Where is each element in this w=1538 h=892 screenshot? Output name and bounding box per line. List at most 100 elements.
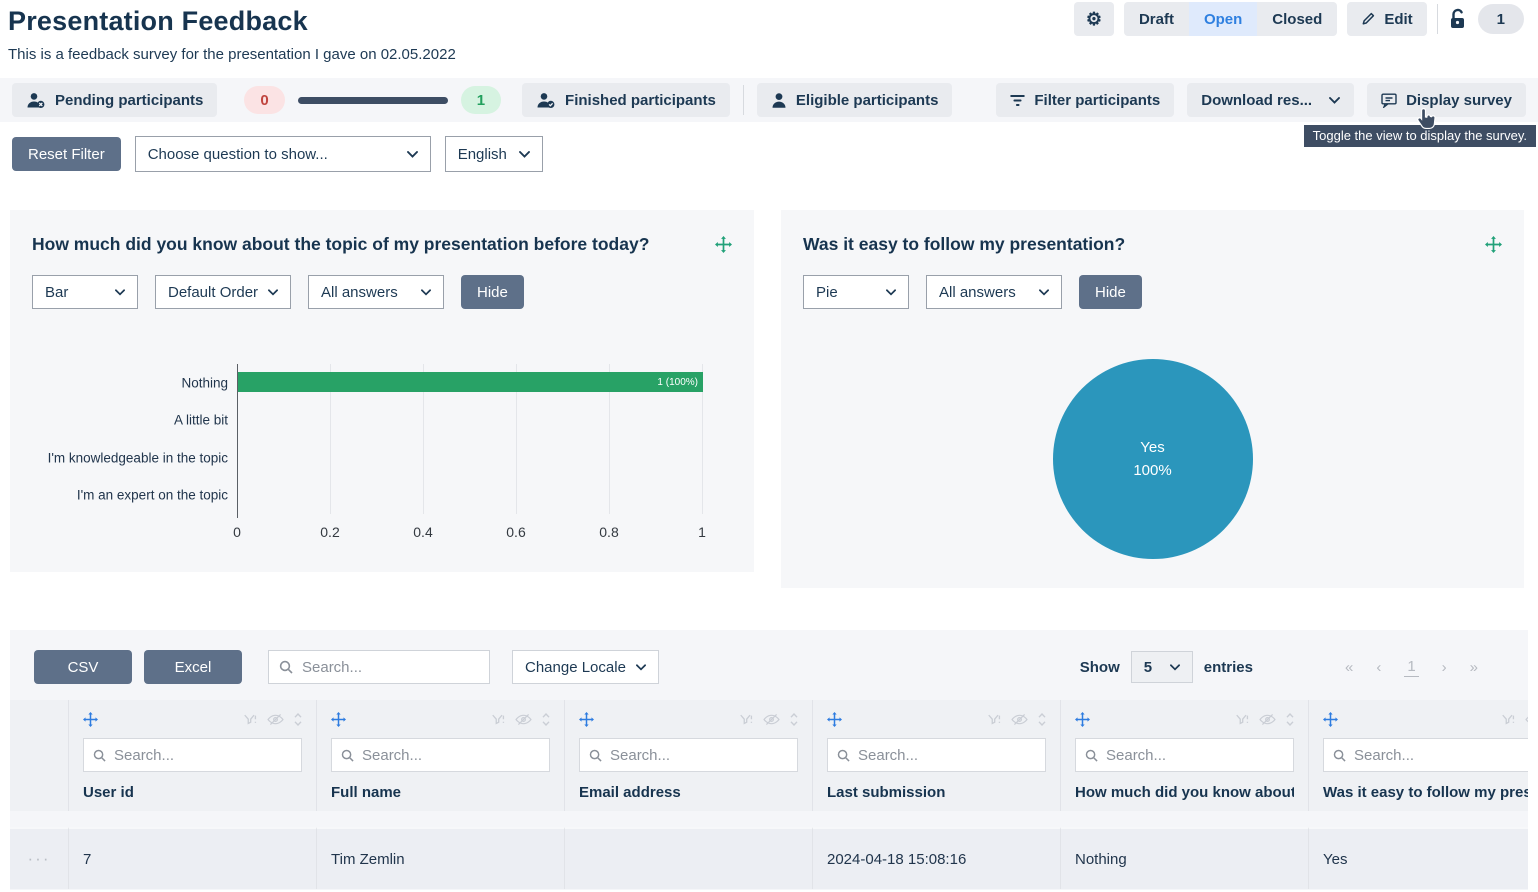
bar-value-label: 1 (100%) — [657, 376, 698, 388]
answers-select-value: All answers — [321, 283, 398, 301]
table-search-input[interactable] — [302, 658, 501, 676]
lock-open-icon[interactable] — [1448, 8, 1468, 30]
toolbar-divider — [742, 85, 744, 115]
column-move-icon[interactable] — [83, 711, 98, 727]
current-page[interactable]: 1 — [1404, 658, 1419, 677]
status-closed[interactable]: Closed — [1272, 10, 1323, 28]
filter-alert-icon[interactable] — [1501, 713, 1515, 726]
hide-column-icon[interactable] — [1525, 713, 1528, 726]
table-row[interactable]: ··· 7 Tim Zemlin 2024-04-18 15:08:16 Not… — [10, 827, 1528, 889]
answers-select[interactable]: All answers — [308, 275, 444, 309]
y-axis-line — [237, 364, 238, 518]
gridline — [423, 364, 424, 514]
column-move-icon[interactable] — [331, 711, 346, 727]
finished-participants-button[interactable]: Finished participants — [522, 83, 730, 117]
gridline — [330, 364, 331, 514]
category-label: I'm knowledgeable in the topic — [47, 450, 228, 466]
sort-column-icon[interactable] — [294, 712, 302, 726]
excel-export-button[interactable]: Excel — [144, 650, 242, 684]
edit-button[interactable]: Edit — [1347, 2, 1427, 36]
sort-column-icon[interactable] — [542, 712, 550, 726]
hide-chart-button[interactable]: Hide — [1079, 275, 1142, 309]
column-move-icon[interactable] — [579, 711, 594, 727]
column-move-icon[interactable] — [1075, 711, 1090, 727]
page-size-value: 5 — [1143, 658, 1153, 676]
filter-alert-icon[interactable] — [491, 713, 505, 726]
sort-column-icon[interactable] — [790, 712, 798, 726]
move-icon[interactable] — [1485, 236, 1502, 253]
download-responses-button[interactable]: Download res... — [1187, 83, 1355, 117]
hide-column-icon[interactable] — [763, 713, 780, 726]
participants-progress-bar — [297, 96, 448, 104]
search-icon — [837, 749, 850, 762]
eligible-participants-button[interactable]: Eligible participants — [756, 83, 953, 117]
display-survey-button[interactable]: Display survey — [1367, 83, 1526, 117]
row-actions-ellipsis[interactable]: ··· — [10, 827, 68, 889]
column-search-input[interactable] — [1354, 746, 1528, 764]
pending-participants-label: Pending participants — [55, 91, 204, 109]
pie-chart-title: Was it easy to follow my presentation? — [803, 234, 1126, 254]
move-icon[interactable] — [715, 236, 732, 253]
first-page-button[interactable]: « — [1344, 658, 1354, 676]
page-size-select[interactable]: 5 — [1130, 651, 1193, 683]
column-search-input[interactable] — [1106, 746, 1284, 764]
bar-row-knowledgeable: I'm knowledgeable in the topic — [48, 439, 702, 477]
category-label: A little bit — [173, 412, 228, 428]
category-label: Nothing — [181, 375, 228, 391]
sort-column-icon[interactable] — [1286, 712, 1294, 726]
entries-label: entries — [1203, 658, 1253, 676]
filter-participants-button[interactable]: Filter participants — [996, 83, 1175, 117]
hide-chart-button[interactable]: Hide — [461, 275, 524, 309]
pending-participants-button[interactable]: Pending participants — [12, 83, 218, 117]
column-search — [1323, 738, 1528, 772]
eligible-participants-label: Eligible participants — [795, 91, 939, 109]
bar-chart: Nothing 1 (100%) A little bit I'm knowle… — [32, 364, 706, 546]
chevron-down-icon — [268, 288, 279, 296]
x-tick: 0.8 — [599, 524, 619, 540]
question-select-value: Choose question to show... — [147, 145, 328, 163]
column-search-input[interactable] — [610, 746, 788, 764]
language-select[interactable]: English — [444, 136, 543, 172]
hide-column-icon[interactable] — [267, 713, 284, 726]
page-subtitle: This is a feedback survey for the presen… — [8, 46, 456, 63]
funnel-icon — [1010, 94, 1026, 107]
hide-column-icon[interactable] — [1011, 713, 1028, 726]
person-check-icon — [536, 92, 556, 109]
reset-filter-button[interactable]: Reset Filter — [12, 137, 121, 171]
change-locale-select[interactable]: Change Locale — [512, 650, 659, 684]
column-search-input[interactable] — [362, 746, 540, 764]
status-draft[interactable]: Draft — [1138, 10, 1174, 28]
column-title: Email address — [579, 784, 681, 801]
column-move-icon[interactable] — [1323, 711, 1338, 727]
last-page-button[interactable]: » — [1469, 658, 1478, 676]
chart-type-select[interactable]: Pie — [803, 275, 909, 309]
chevron-down-icon — [421, 288, 431, 296]
column-header-question-2: Was it easy to follow my presentation? — [1308, 700, 1528, 811]
sort-column-icon[interactable] — [1038, 712, 1046, 726]
filter-alert-icon[interactable] — [987, 713, 1001, 726]
csv-export-button[interactable]: CSV — [34, 650, 132, 684]
filter-alert-icon[interactable] — [739, 713, 753, 726]
hide-column-icon[interactable] — [515, 713, 532, 726]
column-search-input[interactable] — [858, 746, 1036, 764]
charts-row: How much did you know about the topic of… — [10, 210, 1524, 588]
search-icon — [341, 749, 354, 762]
prev-page-button[interactable]: ‹ — [1376, 658, 1382, 676]
cell-full-name: Tim Zemlin — [316, 827, 564, 889]
settings-button[interactable]: ⚙ — [1073, 2, 1114, 36]
chart-type-select[interactable]: Bar — [32, 275, 138, 309]
next-page-button[interactable]: › — [1441, 658, 1447, 676]
filter-alert-icon[interactable] — [243, 713, 257, 726]
answers-select[interactable]: All answers — [926, 275, 1062, 309]
finished-count-badge: 1 — [460, 86, 502, 114]
hide-column-icon[interactable] — [1259, 713, 1276, 726]
column-header-last-submission: Last submission — [812, 700, 1060, 811]
filter-alert-icon[interactable] — [1235, 713, 1249, 726]
question-select[interactable]: Choose question to show... — [134, 136, 431, 172]
order-select[interactable]: Default Order — [155, 275, 291, 309]
column-move-icon[interactable] — [827, 711, 842, 727]
column-search — [579, 738, 798, 772]
status-open[interactable]: Open — [1188, 2, 1258, 36]
page-size-group: Show 5 entries — [1080, 651, 1253, 683]
column-search-input[interactable] — [114, 746, 292, 764]
